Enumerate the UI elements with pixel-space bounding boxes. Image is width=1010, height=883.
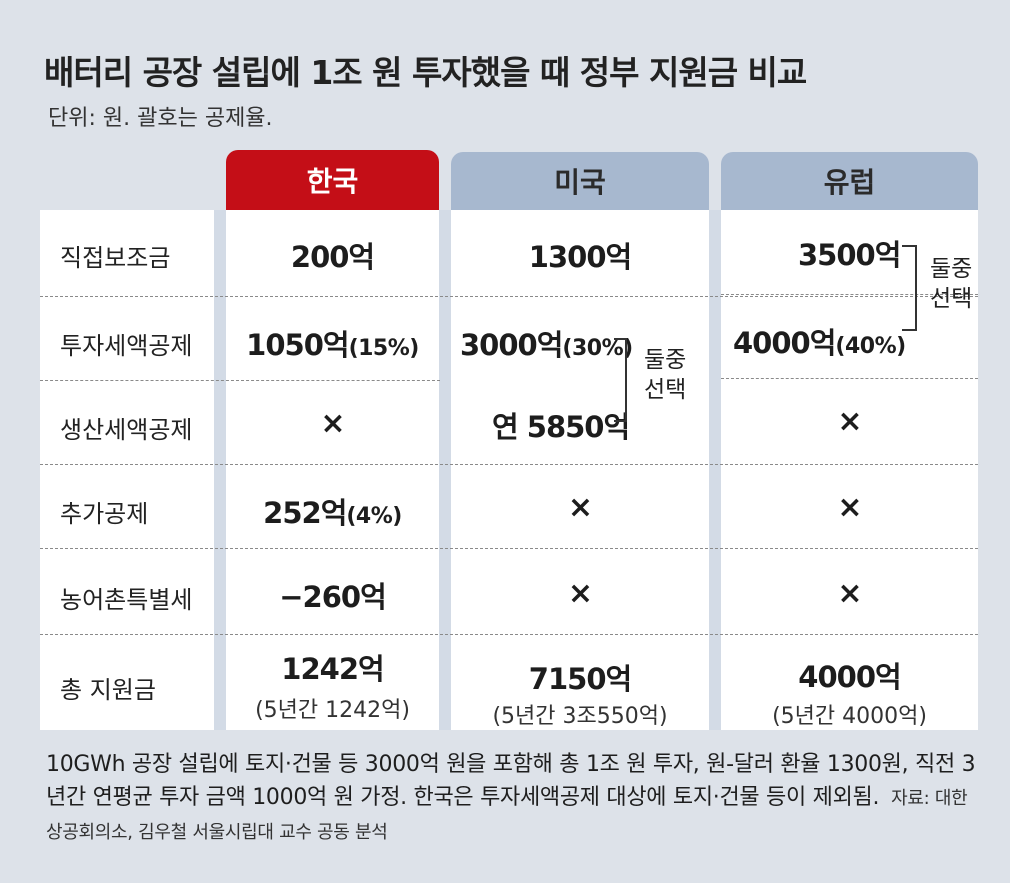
table-row-rural-tax: 농어촌특별세 −260억 × ×	[40, 548, 978, 635]
comparison-table: 직접보조금 200억 1300억 3500억 투자세액공제 1050억(15%)…	[40, 210, 978, 730]
usa-choice-note-line: 둘중	[644, 347, 687, 373]
table-row-direct-subsidy: 직접보조금 200억 1300억 3500억	[40, 210, 978, 297]
page-title: 배터리 공장 설립에 1조 원 투자했을 때 정부 지원금 비교	[44, 53, 807, 92]
column-divider	[439, 210, 451, 730]
row-divider	[40, 380, 440, 381]
eu-value: 3500억	[798, 238, 901, 272]
usa-choice-note: 둘중 선택	[644, 345, 686, 405]
eu-rate: (40%)	[835, 334, 906, 359]
korea-value: −260억	[279, 580, 387, 614]
korea-amount: 252억	[263, 496, 347, 530]
eu-amount: 4000억	[733, 326, 836, 360]
usa-value: ×	[567, 490, 593, 525]
korea-value: 1050억(15%)	[226, 322, 439, 364]
row-divider	[721, 294, 978, 295]
eu-value: ×	[837, 576, 862, 611]
table-row-production-credit: 생산세액공제 × 연 5850억 ×	[40, 380, 978, 465]
korea-value: 200억	[290, 240, 375, 274]
eu-value: ×	[837, 404, 862, 439]
column-header-korea: 한국	[226, 150, 439, 210]
row-divider	[721, 378, 978, 379]
usa-value: ×	[567, 576, 593, 611]
usa-value: 3000억(30%)	[460, 322, 633, 364]
korea-amount: 1050억	[246, 328, 349, 362]
table-row-additional-credit: 추가공제 252억(4%) × ×	[40, 464, 978, 549]
eu-value: ×	[837, 490, 862, 525]
column-header-eu: 유럽	[721, 152, 978, 210]
column-header-usa: 미국	[451, 152, 709, 210]
table-row-total: 총 지원금 1242억 (5년간 1242억) 7150억 (5년간 3조550…	[40, 634, 978, 730]
row-label: 추가공제	[60, 500, 149, 528]
row-label: 투자세액공제	[60, 332, 193, 360]
usa-value: 연 5850억	[492, 410, 630, 444]
usa-total: 7150억	[528, 662, 632, 696]
korea-total-5yr: (5년간 1242억)	[255, 698, 410, 723]
eu-total-5yr: (5년간 4000억)	[772, 704, 927, 729]
row-label: 생산세액공제	[60, 416, 193, 444]
column-divider	[709, 210, 721, 730]
row-label: 총 지원금	[60, 676, 156, 704]
usa-value: 1300억	[528, 240, 632, 274]
usa-choice-bracket	[614, 338, 627, 422]
table-row-investment-credit: 투자세액공제 1050억(15%) 3000억(30%) 4000억(40%)	[40, 296, 978, 380]
eu-choice-note: 둘중 선택	[930, 254, 972, 314]
usa-total-5yr: (5년간 3조550억)	[492, 704, 668, 729]
korea-rate: (15%)	[348, 336, 420, 361]
usa-amount: 3000억	[460, 328, 563, 362]
eu-total: 4000억	[798, 660, 901, 694]
eu-choice-note-line: 둘중	[930, 256, 973, 282]
korea-value: ×	[320, 406, 345, 441]
row-label: 직접보조금	[60, 244, 171, 272]
column-divider	[214, 210, 226, 730]
eu-choice-note-line: 선택	[930, 286, 973, 312]
row-label: 농어촌특별세	[60, 586, 193, 614]
eu-value: 4000억(40%)	[733, 320, 906, 362]
footnote-text: 10GWh 공장 설립에 토지·건물 등 3000억 원을 포함해 총 1조 원…	[46, 752, 976, 810]
usa-rate: (30%)	[562, 336, 633, 361]
korea-total: 1242억	[281, 652, 384, 686]
usa-choice-note-line: 선택	[644, 377, 687, 403]
eu-choice-bracket	[902, 245, 917, 331]
source-note: 자료: 대한상공회의소, 김우철 서울시립대 교수 공동 분석	[46, 788, 968, 843]
korea-value: 252억(4%)	[226, 490, 439, 532]
unit-note: 단위: 원. 괄호는 공제율.	[48, 106, 273, 131]
korea-rate: (4%)	[346, 504, 402, 529]
footnote: 10GWh 공장 설립에 토지·건물 등 3000억 원을 포함해 총 1조 원…	[46, 748, 976, 849]
